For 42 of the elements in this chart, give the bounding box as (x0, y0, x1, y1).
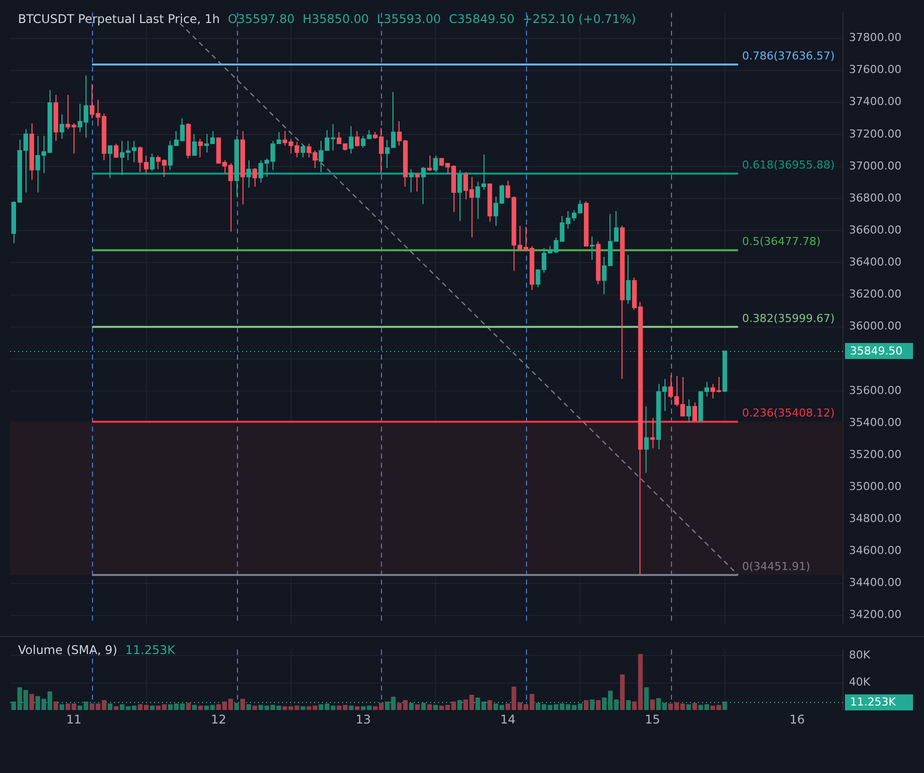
y-tick-label: 37200.00 (849, 127, 902, 140)
x-tick-label: 12 (210, 712, 226, 726)
series-label: 0.382(35999.67) (742, 312, 835, 325)
chart-title: BTCUSDT Perpetual Last Price, 1h (18, 12, 220, 26)
y-tick-label: 36200.00 (849, 288, 902, 301)
ref-line-label: 35849.50 (850, 344, 902, 358)
y-tick-label: 36000.00 (849, 320, 902, 333)
x-tick-label: 15 (644, 712, 660, 726)
annotation: 11.253K (125, 643, 176, 657)
series-label: 0(34451.91) (742, 560, 810, 573)
y-tick-label: 34600.00 (849, 544, 902, 558)
y-tick-label: 34800.00 (849, 512, 902, 526)
chart-title: Volume (SMA, 9) (18, 643, 118, 657)
y-tick-label: 80K (849, 648, 871, 662)
x-tick-label: 13 (356, 712, 371, 726)
annotation: O35597.80 (228, 12, 295, 26)
y-tick-label: 36400.00 (849, 256, 902, 269)
y-tick-label: 35000.00 (849, 480, 902, 493)
series-label: 0.786(37636.57) (742, 49, 835, 62)
annotation: C35849.50 (448, 12, 514, 26)
series-label: 0.236(35408.12) (742, 406, 835, 420)
y-tick-label: 37000.00 (849, 159, 902, 172)
y-tick-label: 34400.00 (849, 576, 902, 590)
y-tick-label: 36600.00 (849, 223, 902, 236)
y-tick-label: 35200.00 (849, 448, 902, 461)
y-tick-label: 35400.00 (849, 416, 902, 429)
x-tick-label: 11 (66, 712, 82, 726)
y-tick-label: 40K (849, 676, 871, 689)
y-tick-label: 36800.00 (849, 191, 902, 204)
x-tick-label: 14 (500, 712, 516, 726)
series-label: 0.618(36955.88) (742, 158, 835, 172)
y-tick-label: 35600.00 (849, 384, 902, 397)
y-tick-label: 37600.00 (849, 63, 902, 76)
y-tick-label: 34200.00 (849, 608, 902, 622)
annotation: +252.10 (+0.71%) (522, 12, 636, 26)
y-tick-label: 37800.00 (849, 31, 902, 44)
annotation: L35593.00 (376, 12, 441, 26)
y-tick-label: 37400.00 (849, 95, 902, 108)
ref-line-label: 11.253K (850, 696, 896, 709)
series-label: 0.5(36477.78) (742, 235, 821, 248)
annotation: H35850.00 (302, 12, 369, 26)
x-tick-label: 16 (790, 712, 805, 726)
